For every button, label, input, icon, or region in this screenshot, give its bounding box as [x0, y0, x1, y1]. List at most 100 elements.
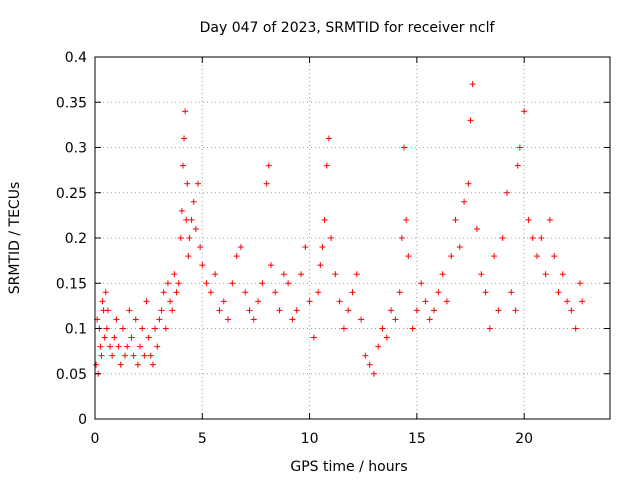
- x-tick-label: 20: [515, 431, 533, 447]
- data-point: [317, 262, 324, 269]
- y-tick-label: 0: [78, 412, 87, 428]
- data-point: [340, 325, 347, 332]
- data-point: [111, 334, 118, 341]
- data-point: [179, 162, 186, 169]
- y-tick-label: 0.05: [56, 367, 87, 383]
- data-point: [328, 235, 335, 241]
- data-point: [461, 198, 468, 205]
- data-point: [188, 216, 195, 223]
- data-point: [137, 343, 144, 350]
- data-point: [233, 253, 240, 260]
- data-point: [107, 343, 114, 350]
- data-point: [103, 325, 110, 332]
- data-point: [546, 216, 553, 223]
- data-point: [392, 316, 399, 323]
- data-point: [183, 216, 190, 223]
- data-point: [175, 280, 182, 287]
- data-point: [119, 325, 126, 332]
- data-point: [184, 180, 191, 187]
- data-point: [345, 307, 352, 314]
- x-tick-label: 15: [408, 431, 426, 447]
- data-point: [358, 316, 365, 323]
- data-point: [259, 280, 266, 287]
- data-point: [349, 289, 356, 296]
- x-tick-label: 10: [301, 431, 319, 447]
- gridlines: [95, 57, 610, 419]
- data-point: [154, 343, 161, 350]
- data-point: [185, 253, 192, 260]
- data-point: [370, 370, 377, 377]
- y-tick-label: 0.4: [65, 50, 87, 66]
- data-point: [542, 271, 549, 278]
- data-point: [272, 289, 279, 296]
- x-axis: 0 5 10 15 20: [91, 57, 533, 447]
- data-point: [366, 361, 373, 368]
- y-tick-label: 0.15: [56, 276, 87, 292]
- data-point: [418, 280, 425, 287]
- data-point: [147, 352, 154, 359]
- data-point: [353, 271, 360, 278]
- data-point: [551, 253, 558, 260]
- data-point: [173, 289, 180, 296]
- data-point: [319, 244, 326, 251]
- data-point: [122, 352, 129, 359]
- data-point: [192, 225, 199, 232]
- data-point: [576, 280, 583, 287]
- data-point: [93, 361, 100, 368]
- data-point: [104, 307, 111, 314]
- data-point: [199, 262, 206, 269]
- data-point: [448, 253, 455, 260]
- data-point: [149, 361, 156, 368]
- data-point: [456, 244, 463, 251]
- data-point: [375, 343, 382, 350]
- data-point: [181, 135, 188, 142]
- data-point: [534, 253, 541, 260]
- data-point: [152, 325, 159, 332]
- data-point: [465, 180, 472, 187]
- data-point: [190, 198, 197, 205]
- data-point: [177, 235, 184, 241]
- data-point: [225, 316, 232, 323]
- data-point: [164, 280, 171, 287]
- data-point: [572, 325, 579, 332]
- data-point: [267, 262, 274, 269]
- data-point: [568, 307, 575, 314]
- data-point: [298, 271, 304, 278]
- data-point: [171, 271, 178, 278]
- data-point: [508, 289, 515, 296]
- data-point: [255, 298, 262, 305]
- data-point: [473, 225, 480, 232]
- data-point: [285, 280, 292, 287]
- data-point: [559, 271, 566, 278]
- data-point: [242, 289, 249, 296]
- data-point: [141, 352, 148, 359]
- data-point: [482, 289, 489, 296]
- data-point: [439, 271, 446, 278]
- data-point: [132, 316, 139, 323]
- data-point: [263, 180, 270, 187]
- data-point: [237, 244, 244, 251]
- data-point: [162, 325, 169, 332]
- data-point: [280, 271, 287, 278]
- data-point: [315, 289, 322, 296]
- data-point: [143, 298, 150, 305]
- data-point: [117, 361, 124, 368]
- data-point: [431, 307, 438, 314]
- data-point: [134, 361, 141, 368]
- data-point: [276, 307, 283, 314]
- data-point: [99, 298, 106, 305]
- data-point: [229, 280, 236, 287]
- data-point: [495, 307, 502, 314]
- data-point: [422, 298, 429, 305]
- data-point: [426, 316, 433, 323]
- y-tick-label: 0.1: [65, 322, 87, 338]
- data-point: [98, 352, 105, 359]
- data-point: [579, 298, 586, 305]
- data-point: [499, 235, 506, 241]
- data-point: [555, 289, 562, 296]
- data-point: [413, 307, 420, 314]
- data-point: [139, 325, 146, 332]
- data-point: [388, 307, 395, 314]
- data-point: [169, 307, 176, 314]
